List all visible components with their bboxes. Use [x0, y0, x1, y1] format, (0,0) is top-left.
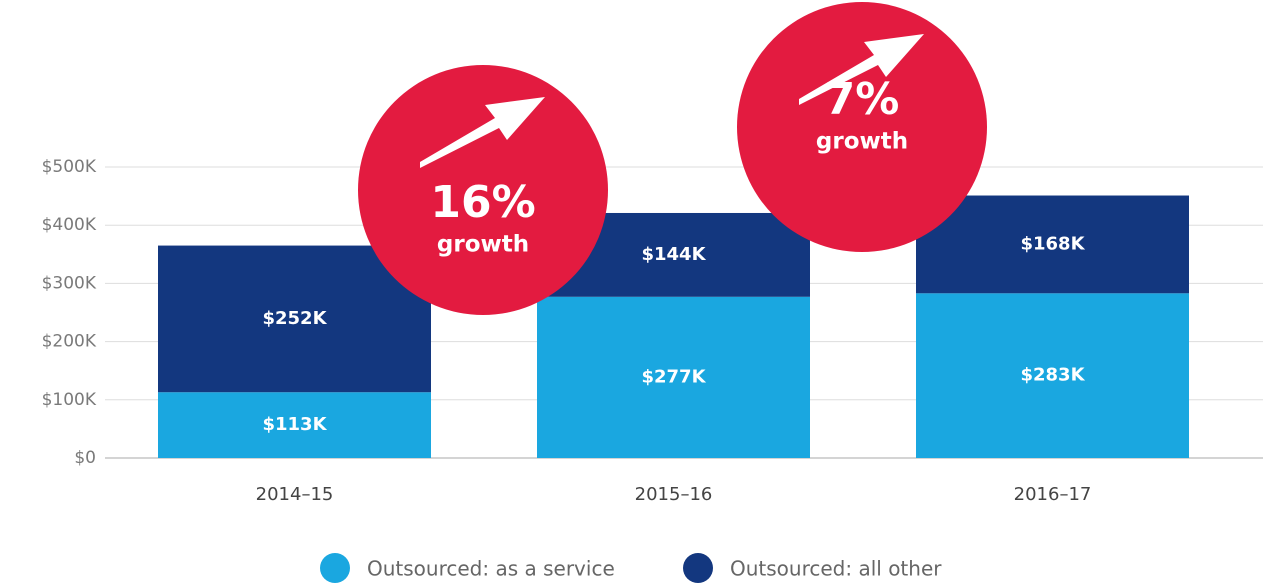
value-label: $283K [1020, 365, 1085, 386]
legend-swatch [320, 553, 350, 583]
value-label: $252K [262, 308, 327, 329]
legend-label: Outsourced: all other [730, 557, 942, 581]
badge-value: 16% [430, 177, 535, 228]
badge-arrow [799, 34, 924, 105]
value-label: $144K [641, 244, 706, 265]
growth-badge: 16% growth [358, 65, 608, 315]
badge-subtext: growth [437, 232, 529, 258]
badge-subtext: growth [816, 129, 908, 155]
value-label: $277K [641, 366, 706, 387]
value-label: $113K [262, 414, 327, 435]
legend-label: Outsourced: as a service [367, 557, 615, 581]
y-tick-label: $100K [42, 390, 97, 410]
y-tick-label: $500K [42, 157, 97, 177]
badge-circle [737, 2, 987, 252]
y-tick-label: $300K [42, 273, 97, 293]
bar-segment [158, 245, 431, 393]
value-label: $168K [1020, 233, 1085, 254]
badge-circle [358, 65, 608, 315]
x-tick-label: 2016–17 [1014, 484, 1092, 505]
y-tick-label: $0 [74, 448, 96, 468]
legend-swatch [683, 553, 713, 583]
x-tick-label: 2014–15 [256, 484, 334, 505]
bar-segment [916, 293, 1189, 458]
bar-segment [916, 195, 1189, 294]
badge-arrow [420, 97, 545, 168]
y-tick-label: $200K [42, 332, 97, 352]
y-tick-label: $400K [42, 215, 97, 235]
bar-segment [537, 296, 810, 458]
bar-segment [158, 392, 431, 458]
badge-value: 7% [825, 74, 900, 125]
x-tick-label: 2015–16 [635, 484, 713, 505]
growth-badge: 7% growth [737, 2, 987, 252]
